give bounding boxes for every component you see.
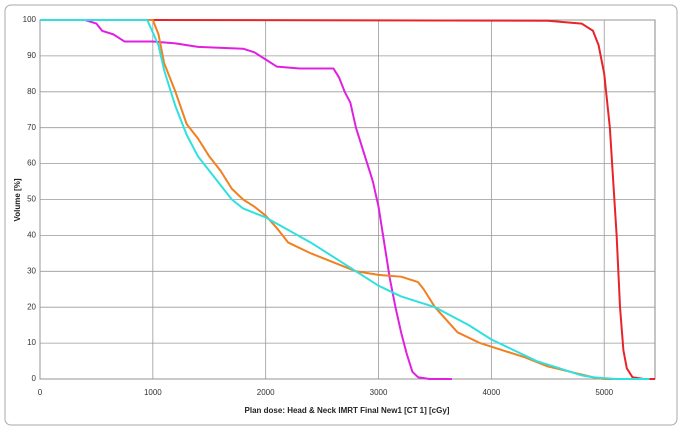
y-tick-label: 30 [27,266,36,275]
y-tick-label: 20 [27,302,36,311]
dvh-curve [147,19,650,380]
y-tick-label: 70 [27,123,36,132]
y-tick-label: 60 [27,159,36,168]
y-axis-title: Volume [%] [13,178,22,221]
x-tick-label: 0 [38,388,43,397]
dvh-curve [147,19,655,380]
dvh-curve [84,19,452,380]
y-tick-label: 10 [27,338,36,347]
y-tick-label: 50 [27,195,36,204]
y-tick-label: 100 [23,15,37,24]
y-tick-label: 80 [27,87,36,96]
x-tick-label: 2000 [257,388,275,397]
y-tick-label: 0 [32,374,37,383]
y-tick-label: 90 [27,51,36,60]
x-tick-label: 5000 [595,388,613,397]
dvh-curve [40,19,650,380]
y-tick-label: 40 [27,231,36,240]
x-tick-label: 3000 [370,388,388,397]
x-tick-label: 4000 [482,388,500,397]
x-axis-title: Plan dose: Head & Neck IMRT Final New1 [… [245,406,450,415]
x-tick-label: 1000 [144,388,162,397]
